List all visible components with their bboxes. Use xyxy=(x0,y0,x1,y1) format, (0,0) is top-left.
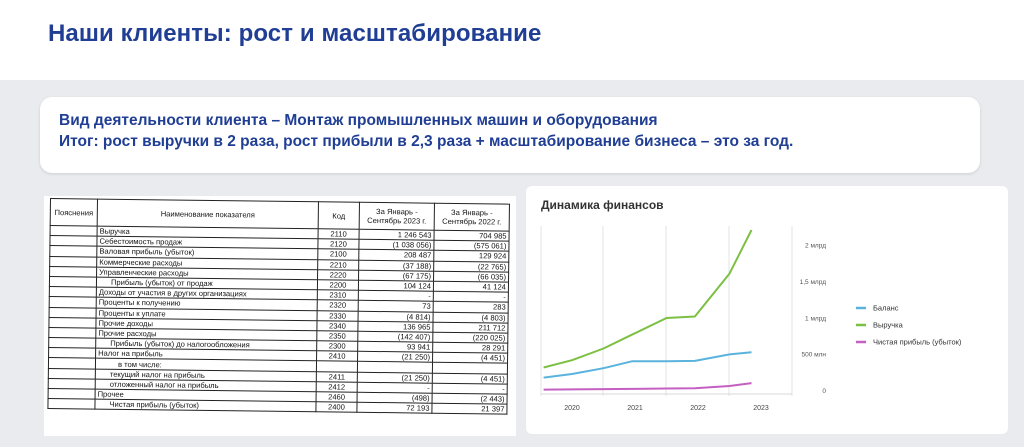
note-cell xyxy=(49,306,97,318)
series-line-2 xyxy=(543,382,752,391)
column-header-2023: За Январь - Сентябрь 2023 г. xyxy=(359,202,435,231)
code-cell: 2460 xyxy=(316,391,358,403)
code-cell: 2120 xyxy=(317,238,360,250)
code-cell: 2300 xyxy=(316,340,358,352)
code-cell: 2400 xyxy=(315,401,358,413)
x-tick-label: 2022 xyxy=(690,405,706,412)
financial-report-scan: Пояснения Наименование показателя Код За… xyxy=(47,198,510,415)
note-cell xyxy=(49,266,97,278)
note-cell xyxy=(48,327,96,339)
code-cell: 2412 xyxy=(316,381,358,393)
note-cell xyxy=(48,347,96,359)
note-cell xyxy=(48,337,96,349)
code-cell: 2220 xyxy=(317,269,359,281)
code-cell: 2411 xyxy=(316,371,358,383)
y-tick-label: 0 xyxy=(822,388,826,395)
legend-label-2: Чистая прибыль (убыток) xyxy=(873,338,962,347)
x-tick-label: 2020 xyxy=(564,405,580,412)
financial-report-card: Пояснения Наименование показателя Код За… xyxy=(44,196,516,436)
business-activity-text: Вид деятельности клиента – Монтаж промыш… xyxy=(59,112,658,129)
code-cell: 2320 xyxy=(317,300,359,311)
note-cell xyxy=(48,317,97,328)
series-line-0 xyxy=(543,351,752,379)
code-cell: 2340 xyxy=(316,320,359,332)
legend-label-0: Баланс xyxy=(873,304,899,313)
result-summary-text: Итог: рост выручки в 2 раза, рост прибыл… xyxy=(59,133,794,150)
x-tick-label: 2021 xyxy=(627,405,643,412)
note-cell xyxy=(48,357,96,369)
column-header-note: Пояснения xyxy=(50,198,98,227)
note-cell xyxy=(49,296,97,308)
code-cell xyxy=(316,361,358,372)
code-cell: 2410 xyxy=(316,351,358,362)
code-cell: 2330 xyxy=(317,310,359,321)
code-cell: 2200 xyxy=(317,279,359,291)
note-cell xyxy=(48,388,96,400)
code-cell: 2110 xyxy=(318,228,360,240)
note-cell xyxy=(48,368,96,379)
y-tick-label: 500 млн xyxy=(801,352,826,359)
series-line-1 xyxy=(543,229,753,369)
finance-chart-card: Динамика финансов 0 500 млн 1 млрд 1,5 млрд… xyxy=(526,186,1008,434)
indicator-name-cell: Чистая прибыль (убыток) xyxy=(94,399,317,413)
table-body: Выручка 2110 1 246 543 704 985 Себестоимость… xyxy=(47,225,510,415)
note-cell xyxy=(49,235,98,247)
x-tick-label: 2023 xyxy=(753,405,769,412)
y-tick-label: 1,5 млрд xyxy=(800,279,827,286)
note-cell xyxy=(49,276,97,288)
note-cell xyxy=(49,286,97,298)
code-cell: 2310 xyxy=(317,289,359,301)
info-box: Вид деятельности клиента – Монтаж промыш… xyxy=(40,97,980,173)
finance-chart: 0 500 млн 1 млрд 1,5 млрд 2 млрд 2020 2021 2022… xyxy=(540,226,962,412)
note-cell xyxy=(48,378,96,390)
column-header-2022: За Январь - Сентябрь 2022 г. xyxy=(434,203,510,232)
chart-title: Динамика финансов xyxy=(541,198,664,212)
code-cell: 2210 xyxy=(317,259,359,271)
note-cell xyxy=(49,256,97,267)
financial-table: Пояснения Наименование показателя Код За… xyxy=(47,198,510,415)
code-cell: 2350 xyxy=(316,330,358,342)
note-cell xyxy=(49,245,97,257)
column-header-code: Код xyxy=(318,201,360,230)
column-header-name: Наименование показателя xyxy=(97,199,319,229)
header-bar xyxy=(0,0,1024,80)
note-cell xyxy=(47,398,96,410)
page-title: Наши клиенты: рост и масштабирование xyxy=(48,20,542,47)
code-cell: 2100 xyxy=(317,249,359,260)
value-2022-cell: 21 397 xyxy=(431,403,508,415)
value-2023-cell: 72 193 xyxy=(356,402,433,414)
y-tick-label: 2 млрд xyxy=(805,243,826,250)
legend-label-1: Выручка xyxy=(873,321,904,330)
y-tick-label: 1 млрд xyxy=(805,315,826,322)
note-cell xyxy=(50,225,98,237)
